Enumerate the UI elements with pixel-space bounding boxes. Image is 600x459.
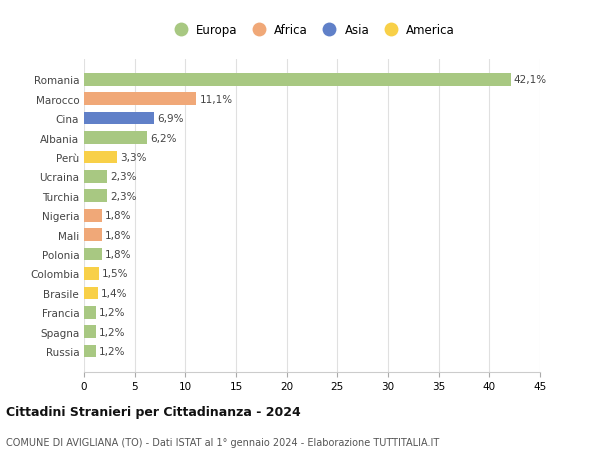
Text: 2,3%: 2,3%: [110, 191, 137, 202]
Text: 1,8%: 1,8%: [105, 230, 132, 240]
Text: COMUNE DI AVIGLIANA (TO) - Dati ISTAT al 1° gennaio 2024 - Elaborazione TUTTITAL: COMUNE DI AVIGLIANA (TO) - Dati ISTAT al…: [6, 437, 439, 447]
Bar: [84, 268, 99, 280]
Bar: [84, 190, 107, 203]
Text: 1,2%: 1,2%: [99, 308, 126, 318]
Text: 1,4%: 1,4%: [101, 288, 128, 298]
Text: 11,1%: 11,1%: [200, 95, 233, 105]
Bar: [84, 93, 196, 106]
Bar: [84, 345, 96, 358]
Bar: [84, 306, 96, 319]
Bar: [84, 112, 154, 125]
Text: 1,2%: 1,2%: [99, 347, 126, 356]
Text: 3,3%: 3,3%: [121, 153, 147, 162]
Text: 6,2%: 6,2%: [150, 133, 176, 143]
Text: 2,3%: 2,3%: [110, 172, 137, 182]
Bar: [84, 132, 147, 145]
Text: 1,8%: 1,8%: [105, 211, 132, 221]
Bar: [84, 325, 96, 338]
Bar: [84, 229, 102, 241]
Bar: [84, 287, 98, 300]
Legend: Europa, Africa, Asia, America: Europa, Africa, Asia, America: [167, 22, 457, 39]
Text: 42,1%: 42,1%: [514, 75, 547, 85]
Text: 6,9%: 6,9%: [157, 114, 184, 124]
Bar: [84, 74, 511, 86]
Bar: [84, 209, 102, 222]
Text: 1,5%: 1,5%: [102, 269, 129, 279]
Text: Cittadini Stranieri per Cittadinanza - 2024: Cittadini Stranieri per Cittadinanza - 2…: [6, 405, 301, 419]
Bar: [84, 248, 102, 261]
Bar: [84, 171, 107, 183]
Text: 1,2%: 1,2%: [99, 327, 126, 337]
Bar: [84, 151, 118, 164]
Text: 1,8%: 1,8%: [105, 250, 132, 259]
